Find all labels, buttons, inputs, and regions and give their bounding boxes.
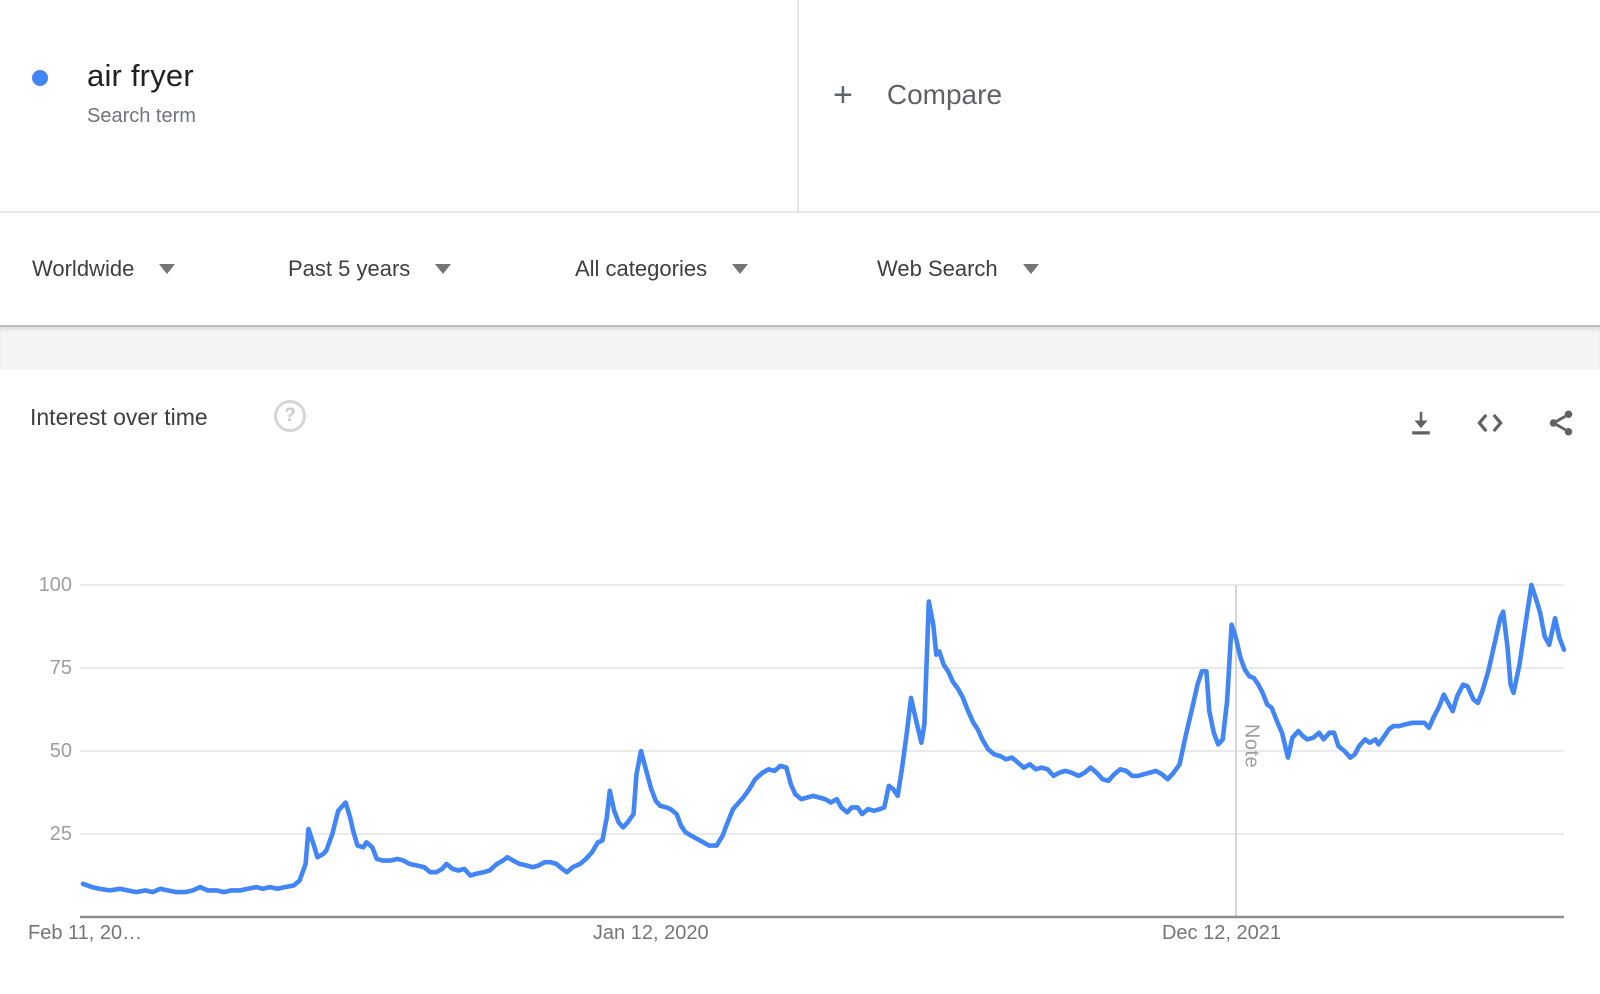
compare-label: Compare <box>886 79 1003 110</box>
header-vertical-divider <box>797 0 799 211</box>
chevron-down-icon <box>159 264 176 274</box>
chevron-down-icon <box>732 264 749 274</box>
chevron-down-icon <box>1022 264 1039 274</box>
filter-bar: Worldwide Past 5 years All categories We… <box>0 213 1600 325</box>
header-bottom-divider <box>0 211 1600 213</box>
help-question-glyph: ? <box>284 405 296 426</box>
chevron-down-icon <box>435 264 452 274</box>
filter-category-label: All categories <box>575 256 708 281</box>
search-term-title[interactable]: air fryer <box>87 58 194 93</box>
filter-time-range-label: Past 5 years <box>288 256 411 281</box>
card-separator-band <box>0 325 1600 372</box>
filter-search-type-label: Web Search <box>877 256 998 281</box>
search-term-type-label: Search term <box>87 105 196 127</box>
embed-code-icon[interactable] <box>1475 408 1505 438</box>
filter-region-dropdown[interactable]: Worldwide <box>32 256 176 282</box>
download-icon[interactable] <box>1406 408 1436 438</box>
compare-button[interactable]: + Compare <box>833 78 1002 112</box>
filter-region-label: Worldwide <box>32 256 135 281</box>
filter-time-range-dropdown[interactable]: Past 5 years <box>288 256 452 282</box>
series-color-dot <box>32 70 48 86</box>
plus-icon: + <box>833 76 853 114</box>
filter-search-type-dropdown[interactable]: Web Search <box>877 256 1039 282</box>
chart-title: Interest over time <box>30 404 208 430</box>
trend-line-series[interactable] <box>80 582 1567 895</box>
filter-category-dropdown[interactable]: All categories <box>575 256 749 282</box>
share-icon[interactable] <box>1546 408 1576 438</box>
help-icon[interactable]: ? <box>274 400 306 432</box>
